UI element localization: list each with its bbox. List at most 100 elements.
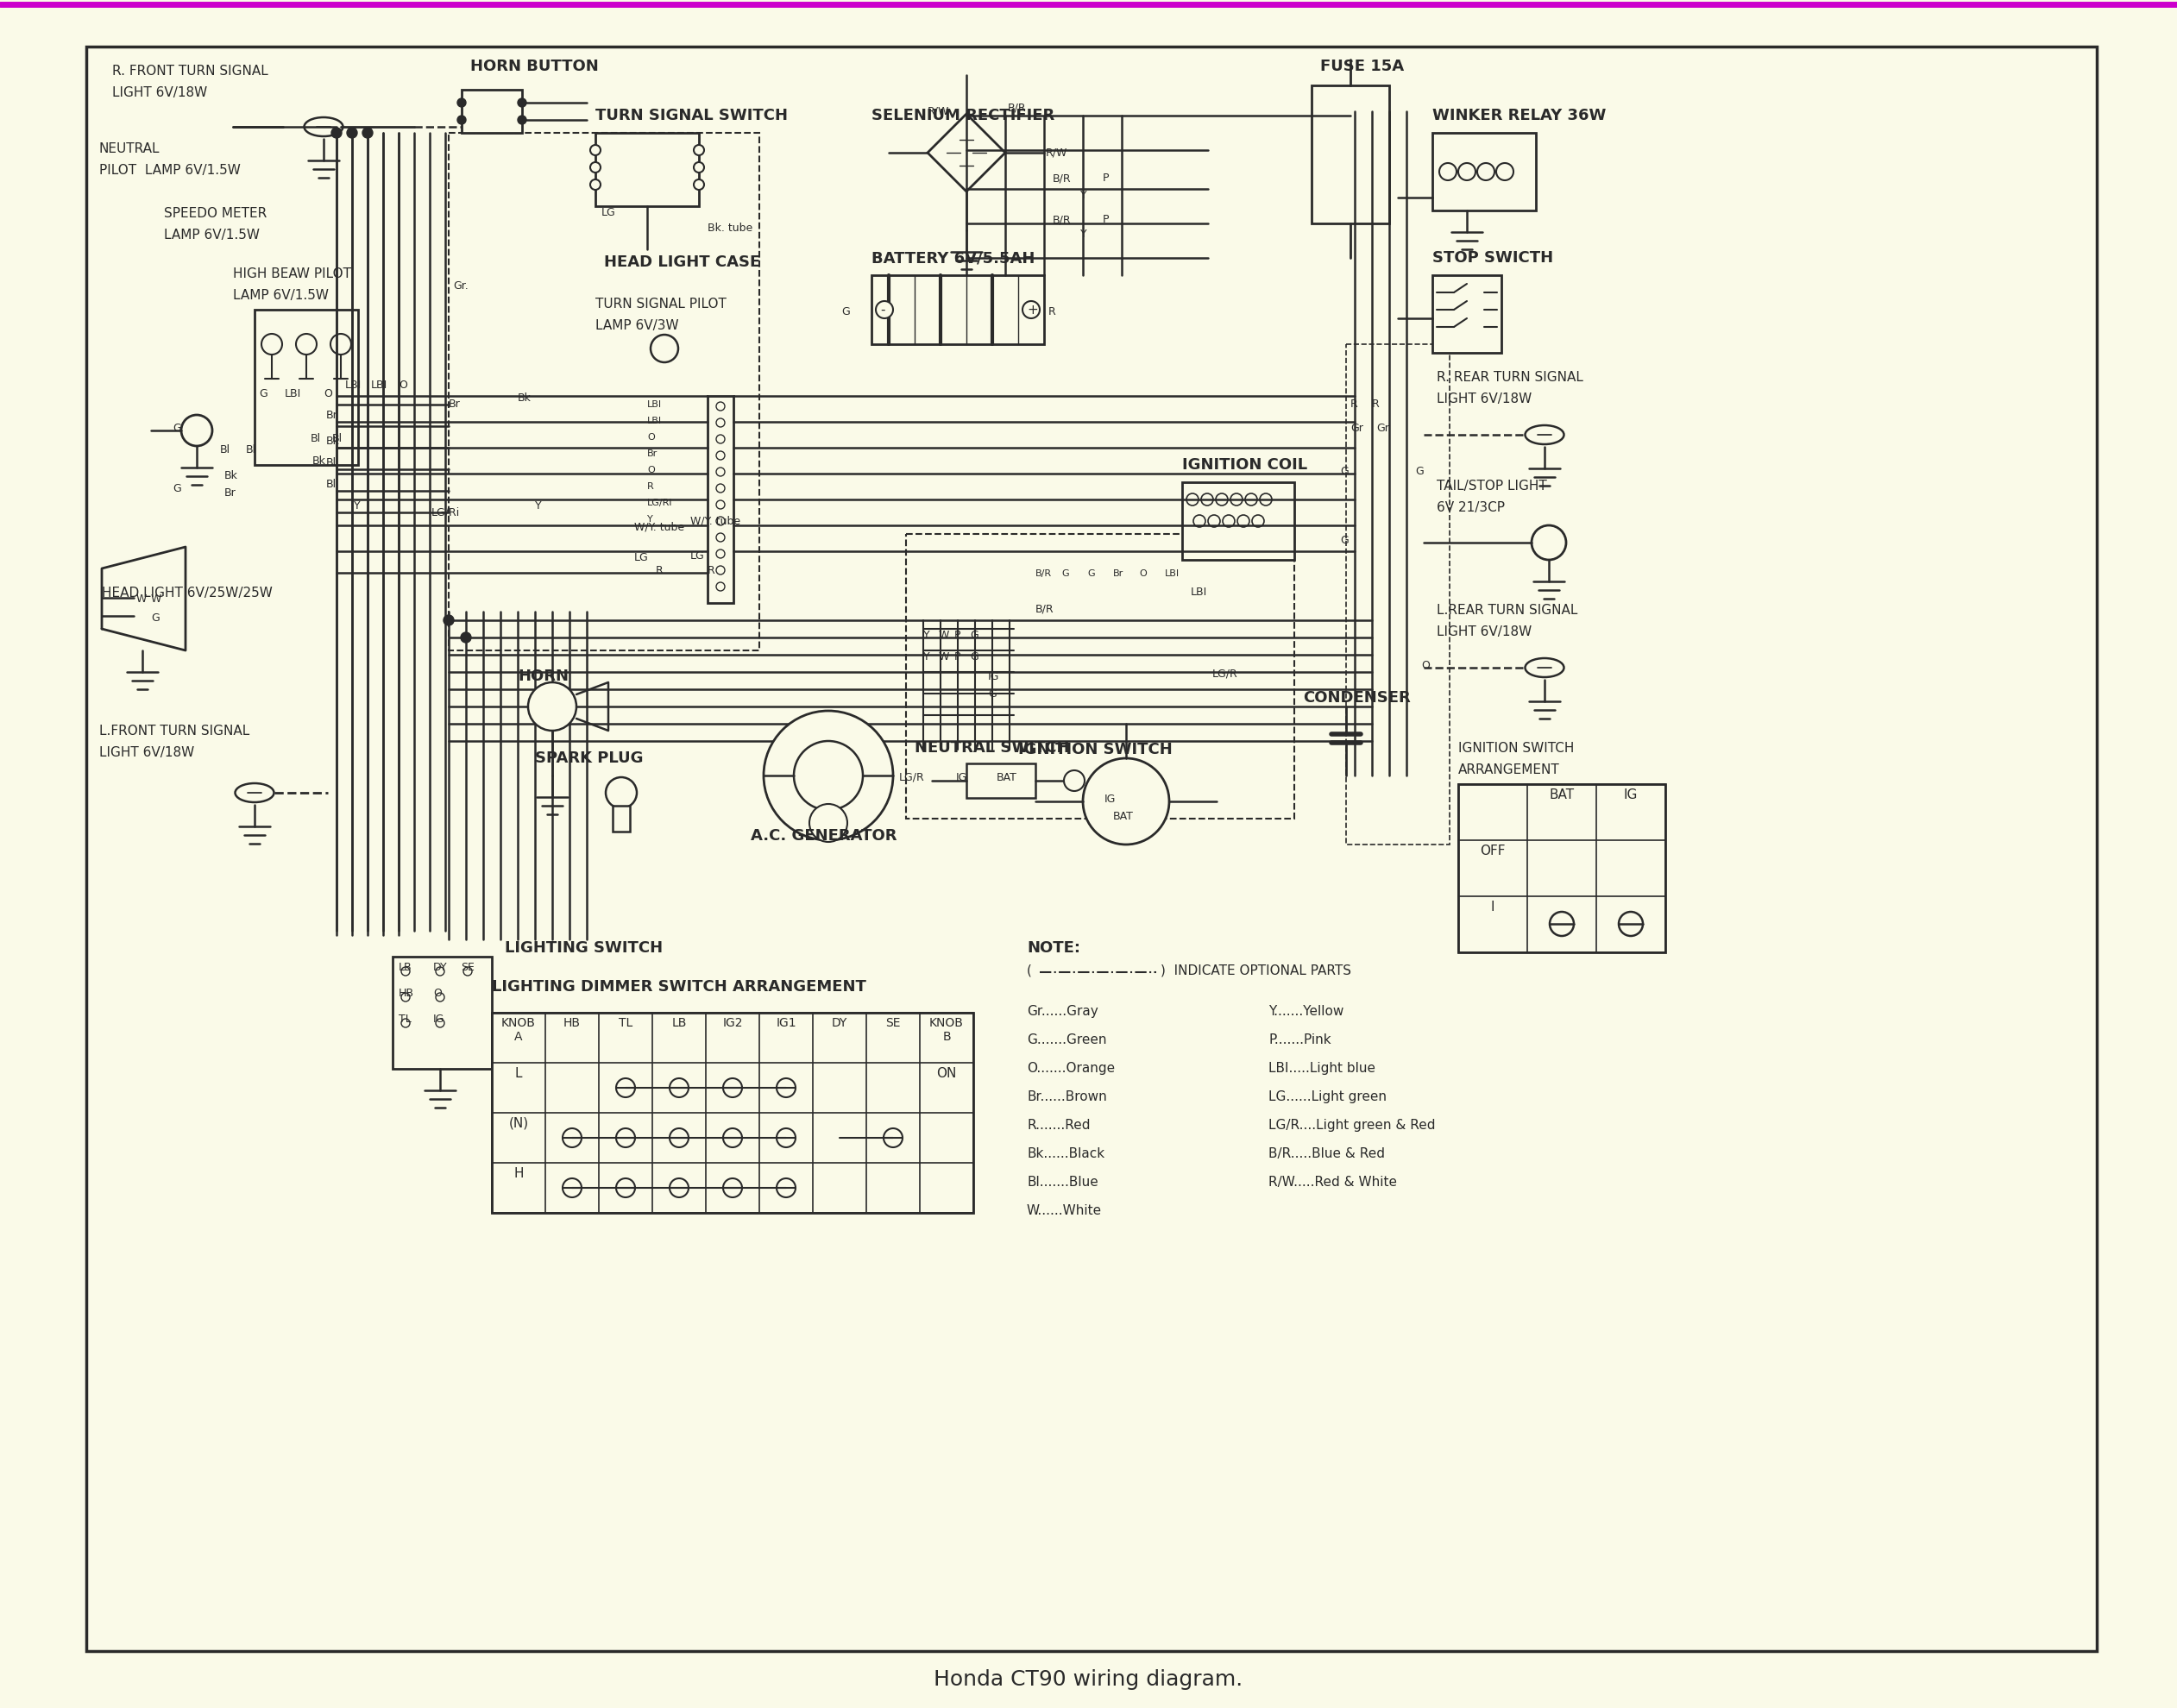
Text: I: I	[1491, 900, 1496, 914]
Circle shape	[764, 711, 893, 840]
Circle shape	[1230, 494, 1243, 506]
Text: W/Y. tube: W/Y. tube	[690, 516, 740, 526]
Text: LG/R....Light green & Red: LG/R....Light green & Red	[1269, 1119, 1435, 1131]
Circle shape	[1208, 516, 1219, 528]
Text: (N): (N)	[509, 1117, 529, 1129]
Text: 6V 21/3CP: 6V 21/3CP	[1437, 500, 1504, 514]
Circle shape	[1215, 494, 1228, 506]
Bar	[492, 1013, 973, 1213]
Circle shape	[1620, 912, 1644, 936]
Text: Gr.: Gr.	[453, 280, 468, 292]
Text: R: R	[708, 565, 714, 576]
Text: PILOT  LAMP 6V/1.5W: PILOT LAMP 6V/1.5W	[100, 164, 242, 176]
Text: G: G	[172, 483, 181, 494]
Text: LAMP 6V/1.5W: LAMP 6V/1.5W	[163, 229, 259, 241]
Text: O: O	[324, 388, 333, 400]
Text: LBI: LBI	[285, 388, 300, 400]
Text: H: H	[514, 1167, 522, 1180]
Text: Gr......Gray: Gr......Gray	[1028, 1004, 1097, 1018]
Bar	[462, 91, 522, 133]
Bar	[392, 956, 492, 1069]
Text: B/R.....Blue & Red: B/R.....Blue & Red	[1269, 1146, 1385, 1160]
Circle shape	[444, 615, 453, 625]
Text: Bk: Bk	[327, 436, 340, 446]
Circle shape	[464, 967, 472, 975]
Text: OFF: OFF	[1480, 844, 1506, 857]
Text: LG: LG	[634, 552, 649, 564]
Circle shape	[616, 1129, 636, 1148]
Circle shape	[462, 634, 470, 644]
Text: CONDENSER: CONDENSER	[1302, 690, 1411, 705]
Circle shape	[181, 415, 213, 446]
Circle shape	[671, 1078, 688, 1098]
Text: IG: IG	[956, 772, 967, 782]
Text: R. REAR TURN SIGNAL: R. REAR TURN SIGNAL	[1437, 371, 1583, 384]
Text: LG: LG	[601, 207, 616, 219]
Text: BAT: BAT	[1112, 811, 1134, 822]
Circle shape	[261, 335, 283, 355]
Circle shape	[716, 550, 725, 559]
Text: R: R	[1049, 306, 1056, 318]
Text: B/R: B/R	[1054, 214, 1071, 225]
Circle shape	[1186, 494, 1200, 506]
Circle shape	[884, 1129, 903, 1148]
Text: SE: SE	[462, 962, 475, 972]
Circle shape	[529, 683, 577, 731]
Text: B/R: B/R	[1036, 569, 1051, 577]
Text: Bk......Black: Bk......Black	[1028, 1146, 1104, 1160]
Circle shape	[716, 582, 725, 591]
Circle shape	[810, 804, 847, 842]
Text: Br: Br	[224, 487, 237, 499]
Text: IGNITION SWITCH: IGNITION SWITCH	[1459, 741, 1574, 755]
Circle shape	[694, 145, 703, 155]
Text: HB: HB	[564, 1016, 581, 1028]
Text: R: R	[1350, 398, 1358, 410]
Text: O: O	[647, 432, 655, 441]
Bar	[1432, 277, 1502, 354]
Text: G: G	[988, 688, 997, 699]
Text: G: G	[840, 306, 849, 318]
Circle shape	[694, 162, 703, 173]
Text: (: (	[1028, 963, 1032, 977]
Circle shape	[716, 453, 725, 461]
Text: R/W: R/W	[927, 106, 949, 118]
Text: DY: DY	[832, 1016, 847, 1028]
Circle shape	[518, 116, 527, 125]
Polygon shape	[927, 114, 1006, 193]
Circle shape	[346, 128, 357, 138]
Text: Bl: Bl	[327, 458, 337, 468]
Text: G: G	[150, 611, 159, 623]
Text: O: O	[647, 466, 655, 475]
Text: HB: HB	[398, 987, 414, 999]
Text: FUSE 15A: FUSE 15A	[1319, 58, 1404, 73]
Text: -: -	[880, 304, 884, 316]
Text: Y: Y	[647, 514, 653, 523]
Circle shape	[590, 145, 601, 155]
Text: SPARK PLUG: SPARK PLUG	[536, 750, 642, 765]
Circle shape	[457, 99, 466, 108]
Circle shape	[605, 777, 638, 808]
Text: G: G	[971, 630, 977, 640]
Text: LBI: LBI	[647, 400, 662, 408]
Text: IG2: IG2	[723, 1016, 742, 1028]
Text: LIGHT 6V/18W: LIGHT 6V/18W	[100, 746, 194, 758]
Bar	[612, 806, 629, 832]
Ellipse shape	[235, 784, 274, 803]
Text: Y: Y	[1080, 190, 1086, 202]
Text: W: W	[137, 593, 148, 605]
Bar	[1459, 784, 1665, 953]
Circle shape	[777, 1078, 795, 1098]
Circle shape	[361, 128, 372, 138]
Circle shape	[590, 162, 601, 173]
Circle shape	[331, 128, 342, 138]
Circle shape	[716, 436, 725, 444]
Bar	[906, 535, 1295, 820]
Circle shape	[694, 181, 703, 191]
Circle shape	[795, 741, 862, 811]
Text: O.......Orange: O.......Orange	[1028, 1061, 1115, 1074]
Text: LG/R: LG/R	[899, 772, 925, 782]
Circle shape	[716, 533, 725, 543]
Text: Bl.......Blue: Bl.......Blue	[1028, 1175, 1097, 1189]
Text: LG/Ri: LG/Ri	[431, 507, 459, 518]
Circle shape	[401, 1020, 409, 1028]
